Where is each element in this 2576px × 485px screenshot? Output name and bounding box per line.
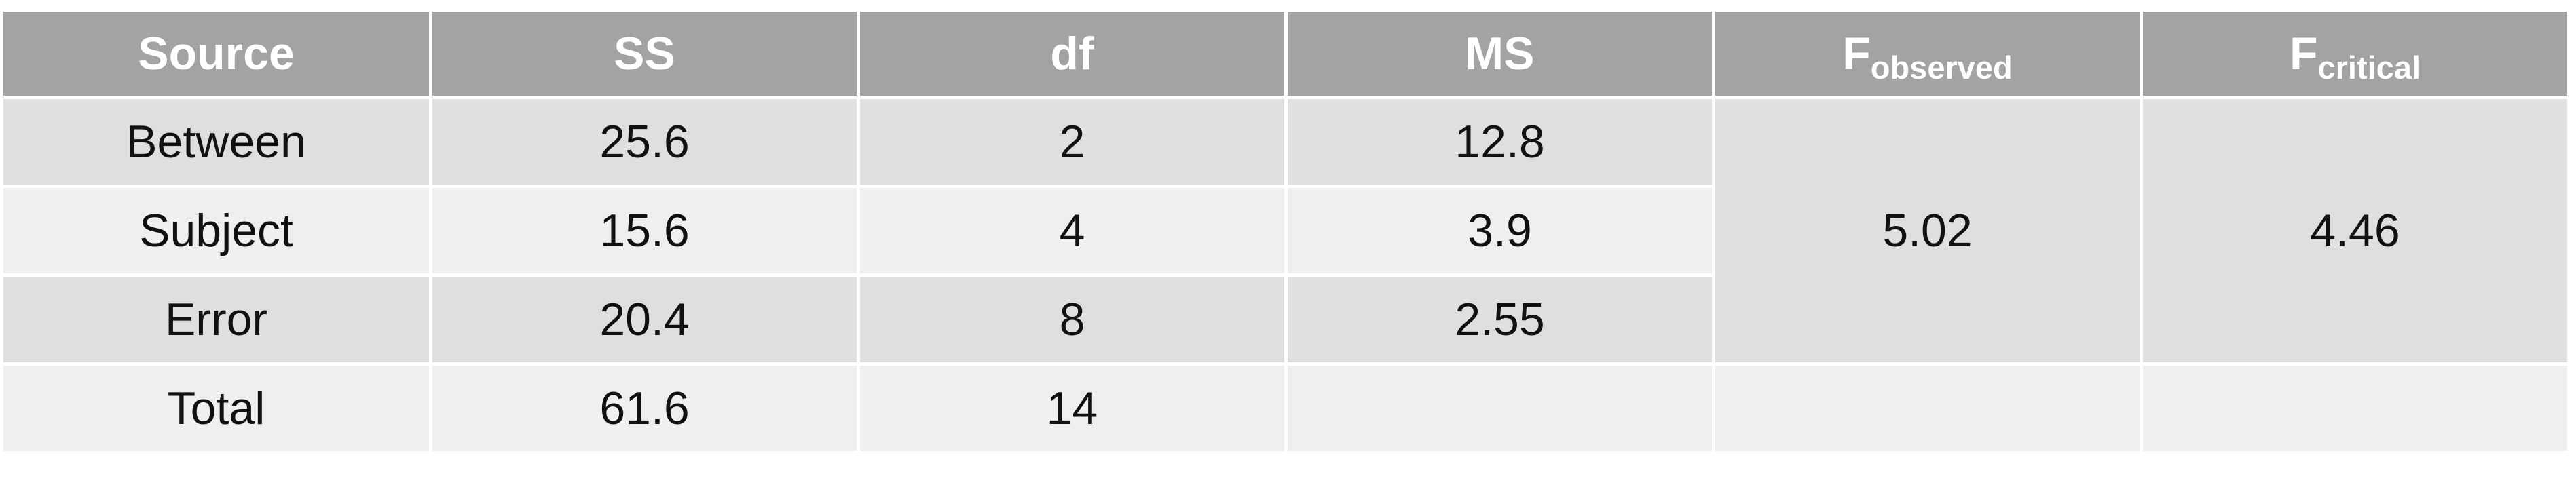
cell-ss: 25.6 xyxy=(429,96,860,188)
table-row-between: Between 25.6 2 12.8 5.02 4.46 xyxy=(0,96,2571,366)
cell-df: 14 xyxy=(857,362,1288,454)
header-df: df xyxy=(857,8,1288,99)
cell-ms: 12.8 xyxy=(1284,96,1715,188)
cell-ss: 20.4 xyxy=(429,273,860,366)
cell-f-critical-empty xyxy=(2140,362,2571,454)
header-ms: MS xyxy=(1284,8,1715,99)
cell-f-observed: 5.02 xyxy=(1712,96,2143,366)
header-row: Source SS df MS Fobserved Fcritical xyxy=(0,8,2571,99)
table-row-total: Total 61.6 14 xyxy=(0,362,2571,454)
header-f-observed-main: F xyxy=(1842,28,1871,79)
header-ss: SS xyxy=(429,8,860,99)
cell-df: 8 xyxy=(857,273,1288,366)
table-header: Source SS df MS Fobserved Fcritical xyxy=(0,8,2571,99)
cell-source: Between xyxy=(0,96,432,188)
cell-source: Error xyxy=(0,273,432,366)
cell-f-critical: 4.46 xyxy=(2140,96,2571,366)
header-source: Source xyxy=(0,8,432,99)
header-f-observed: Fobserved xyxy=(1712,8,2143,99)
cell-df: 4 xyxy=(857,185,1288,277)
cell-ss: 61.6 xyxy=(429,362,860,454)
header-f-critical: Fcritical xyxy=(2140,8,2571,99)
cell-source: Subject xyxy=(0,185,432,277)
cell-ms: 2.55 xyxy=(1284,273,1715,366)
header-f-critical-main: F xyxy=(2289,28,2318,79)
cell-f-observed-empty xyxy=(1712,362,2143,454)
cell-ms xyxy=(1284,362,1715,454)
cell-df: 2 xyxy=(857,96,1288,188)
header-f-critical-sub: critical xyxy=(2317,50,2421,85)
cell-ss: 15.6 xyxy=(429,185,860,277)
table-row-error: Error 20.4 8 2.55 xyxy=(0,273,2569,366)
anova-table: Source SS df MS Fobserved Fcritical Betw… xyxy=(0,8,2571,454)
cell-ms: 3.9 xyxy=(1284,185,1715,277)
header-f-observed-sub: observed xyxy=(1870,50,2013,85)
cell-source: Total xyxy=(0,362,432,454)
table-row-subject: Subject 15.6 4 3.9 xyxy=(0,185,2569,277)
table-body: Between 25.6 2 12.8 5.02 4.46 Subject 15… xyxy=(0,96,2571,454)
